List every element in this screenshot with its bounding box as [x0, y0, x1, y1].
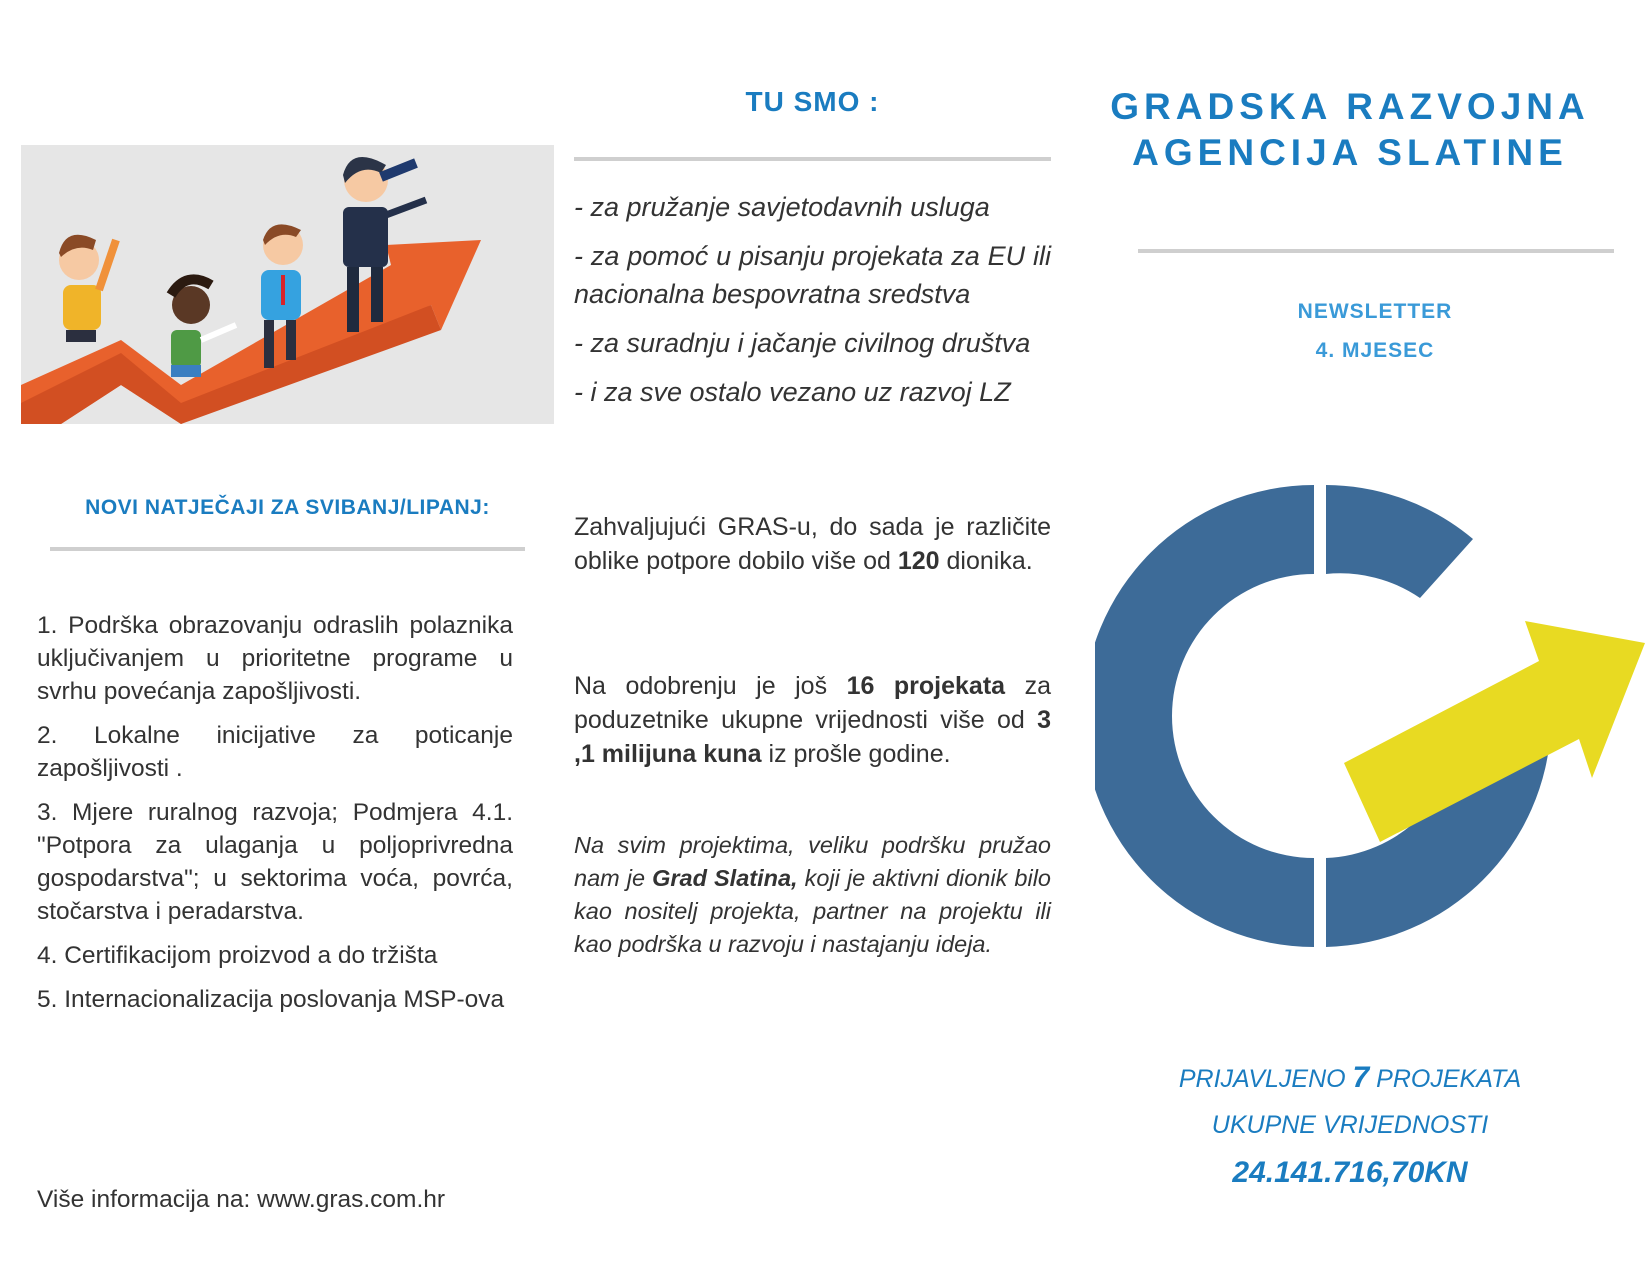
total-value: 24.141.716,70KN: [1232, 1156, 1468, 1189]
logo-arrow-icon: [1344, 621, 1645, 842]
gras-logo: [1095, 485, 1645, 947]
title-line: GRADSKA RAZVOJNA: [1110, 86, 1590, 127]
logo-ring-top-right: [1326, 485, 1473, 598]
text: Na svim projektima, veliku podršku pruža…: [574, 832, 1051, 891]
grad-slatina: Grad Slatina,: [652, 865, 798, 891]
tu-smo-heading: TU SMO :: [745, 86, 880, 117]
stakeholder-count: 120: [897, 547, 940, 575]
list-item: 5. Internacionalizacija poslovanja MSP-o…: [37, 986, 505, 1013]
newsletter-issue: 4. MJESEC: [1315, 339, 1435, 362]
pending-projects-paragraph: Na odobrenju je još 16 projekata za podu…: [574, 669, 1051, 771]
list-item: 4. Certifikacijom proizvod a do tržišta: [37, 942, 438, 969]
text: PRIJAVLJENO: [1178, 1065, 1353, 1093]
person-blue-icon: [261, 224, 303, 368]
list-item: 2. Lokalne inicijative za poticanje zapo…: [37, 722, 513, 782]
stakeholders-paragraph: Zahvaljujući GRAS-u, do sada je različit…: [574, 510, 1051, 578]
list-item: - i za sve ostalo vezano uz razvoj LZ: [574, 377, 1011, 407]
left-divider: [50, 547, 525, 551]
text: Zahvaljujući GRAS-u, do sada je različit…: [574, 513, 1051, 575]
person-green-icon: [166, 274, 238, 377]
list-item: 1. Podrška obrazovanju odraslih polaznik…: [37, 612, 513, 705]
title-line: AGENCIJA SLATINE: [1132, 132, 1568, 173]
project-count: 16 projekata: [846, 672, 1006, 700]
agency-title: GRADSKA RAZVOJNA AGENCIJA SLATINE: [1090, 84, 1610, 176]
middle-divider: [574, 157, 1051, 161]
list-item: - za pružanje savjetodavnih usluga: [574, 192, 990, 222]
list-item: - za pomoć u pisanju projekata za EU ili…: [574, 241, 1051, 309]
more-info-footer: Više informacija na: www.gras.com.hr: [37, 1186, 446, 1213]
list-item: 3. Mjere ruralnog razvoja; Podmjera 4.1.…: [37, 799, 513, 925]
submitted-count: 7: [1352, 1061, 1370, 1094]
text: Na odobrenju je još: [574, 672, 847, 700]
submitted-projects-summary: PRIJAVLJENO 7 PROJEKATA UKUPNE VRIJEDNOS…: [1110, 1055, 1590, 1198]
text: za poduzetnike ukupne vrijednosti više o…: [574, 672, 1051, 734]
business-team-illustration: [21, 145, 554, 424]
text: koji je aktivni dionik bilo kao nositelj…: [574, 865, 1051, 957]
calls-heading: NOVI NATJEČAJI ZA SVIBANJ/LIPANJ:: [85, 496, 490, 519]
calls-list: 1. Podrška obrazovanju odraslih polaznik…: [37, 609, 513, 1027]
newsletter-title: NEWSLETTER: [1297, 300, 1453, 323]
text: PROJEKATA: [1369, 1065, 1522, 1093]
right-divider: [1138, 249, 1614, 253]
newsletter-label: NEWSLETTER 4. MJESEC: [1140, 292, 1610, 370]
text: iz prošle godine.: [761, 740, 951, 768]
project-value: 3 ,1 milijuna kuna: [574, 706, 1051, 768]
person-telescope-icon: [343, 157, 428, 332]
support-paragraph: Na svim projektima, veliku podršku pruža…: [574, 829, 1051, 961]
summary-label: UKUPNE VRIJEDNOSTI: [1211, 1111, 1489, 1139]
logo-ring-left: [1095, 485, 1314, 947]
person-yellow-icon: [59, 234, 120, 342]
list-item: - za suradnju i jačanje civilnog društva: [574, 328, 1031, 358]
services-list: - za pružanje savjetodavnih usluga - za …: [574, 188, 1051, 422]
text: dionika.: [939, 547, 1033, 575]
